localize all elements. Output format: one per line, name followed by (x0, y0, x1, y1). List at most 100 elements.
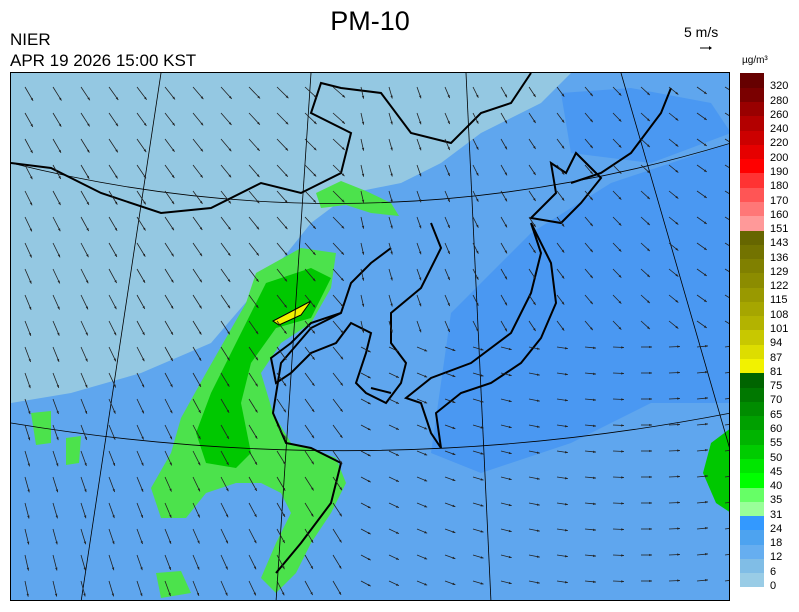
wind-arrow (332, 346, 344, 360)
wind-arrow (528, 190, 536, 202)
wind-arrow (640, 242, 651, 252)
wind-arrow (444, 424, 456, 430)
wind-arrow (304, 164, 317, 177)
wind-arrow (528, 164, 536, 176)
wind-arrow (641, 397, 652, 401)
wind-arrow (556, 294, 565, 305)
wind-arrow (472, 112, 479, 124)
wind-arrow (388, 86, 393, 99)
wind-arrow (80, 372, 88, 388)
wind-arrow (584, 372, 596, 375)
wind-arrow (52, 242, 61, 258)
wind-arrow (641, 423, 652, 427)
wind-arrow (556, 580, 568, 584)
wind-arrow (388, 294, 393, 307)
wind-arrow (276, 450, 286, 465)
wind-arrow (472, 294, 479, 306)
wind-arrow (724, 112, 729, 116)
wind-arrow (52, 372, 60, 389)
wind-arrow (472, 554, 484, 559)
wind-arrow (500, 164, 508, 176)
wind-arrow (472, 580, 484, 585)
legend-swatch (740, 415, 764, 431)
wind-arrow (444, 528, 456, 534)
wind-arrow (360, 450, 371, 457)
pm10-map[interactable] (10, 72, 730, 601)
wind-arrow (332, 268, 345, 282)
graticule (11, 73, 729, 600)
legend-label: 81 (770, 365, 783, 378)
legend-swatch (740, 301, 764, 317)
wind-arrow (696, 138, 708, 147)
wind-arrow (388, 320, 393, 333)
wind-arrow (192, 320, 202, 335)
wind-arrow (304, 320, 316, 334)
wind-arrow (108, 138, 119, 153)
wind-arrow (220, 502, 229, 518)
wind-arrow (164, 528, 172, 544)
wind-arrow (388, 164, 393, 177)
legend-label: 143 (770, 237, 789, 250)
wind-arrow (136, 268, 146, 284)
wind-arrow (612, 268, 622, 278)
legend-swatch (740, 330, 764, 345)
concentration-area-yellow (272, 300, 312, 326)
wind-arrow (668, 190, 679, 199)
wind-arrow (640, 320, 651, 330)
wind-arrow (641, 449, 652, 453)
wind-arrow (612, 424, 625, 427)
wind-arrow (108, 112, 119, 127)
wind-arrow (556, 138, 565, 149)
wind-arrow (108, 346, 117, 362)
legend-swatch (740, 87, 764, 103)
legend-label: 12 (770, 551, 783, 564)
wind-arrow (612, 580, 625, 583)
wind-arrow (360, 580, 371, 587)
wind-arrow (360, 476, 371, 483)
wind-arrow (220, 164, 232, 178)
wind-arrow (136, 242, 146, 257)
wind-arrow (668, 294, 679, 303)
wind-arrow (276, 554, 285, 570)
wind-arrow (136, 424, 144, 440)
wind-arrow (220, 294, 231, 309)
wind-arrow (584, 268, 594, 279)
wind-arrow (416, 138, 422, 151)
wind-arrow (668, 216, 679, 225)
wind-arrow (24, 268, 32, 284)
wind-arrow (332, 580, 342, 596)
wind-arrow (472, 372, 484, 377)
wind-arrow (724, 554, 729, 556)
organization-label: NIER (10, 30, 51, 49)
wind-arrow (360, 554, 371, 561)
wind-arrow (304, 372, 315, 387)
wind-arrow (388, 424, 400, 431)
wind-arrow (416, 554, 428, 560)
wind-arrow (52, 216, 61, 232)
wind-arrow (584, 294, 594, 305)
wind-arrow (556, 476, 568, 480)
wind-arrow (612, 164, 622, 174)
wind-arrow (136, 86, 147, 101)
wind-arrow (724, 268, 729, 272)
wind-arrow (192, 138, 204, 152)
wind-arrow (696, 397, 708, 400)
wind-arrow (500, 398, 512, 403)
legend-swatch (740, 230, 764, 245)
wind-arrow (360, 242, 365, 255)
wind-arrow (500, 86, 508, 98)
wind-arrow (24, 398, 31, 415)
wind-arrow (220, 580, 228, 596)
wind-arrow (528, 242, 536, 254)
wind-arrow (668, 242, 679, 251)
wind-arrow (248, 528, 257, 544)
concentration-area-green (196, 268, 331, 468)
wind-arrow (192, 372, 202, 388)
wind-arrow (556, 450, 568, 454)
wind-arrow (416, 346, 428, 352)
wind-arrow (500, 476, 512, 481)
wind-arrow (388, 112, 393, 125)
wind-arrow (641, 553, 652, 557)
timestamp-label: APR 19 2026 15:00 KST (10, 51, 197, 70)
wind-arrow (80, 346, 88, 362)
